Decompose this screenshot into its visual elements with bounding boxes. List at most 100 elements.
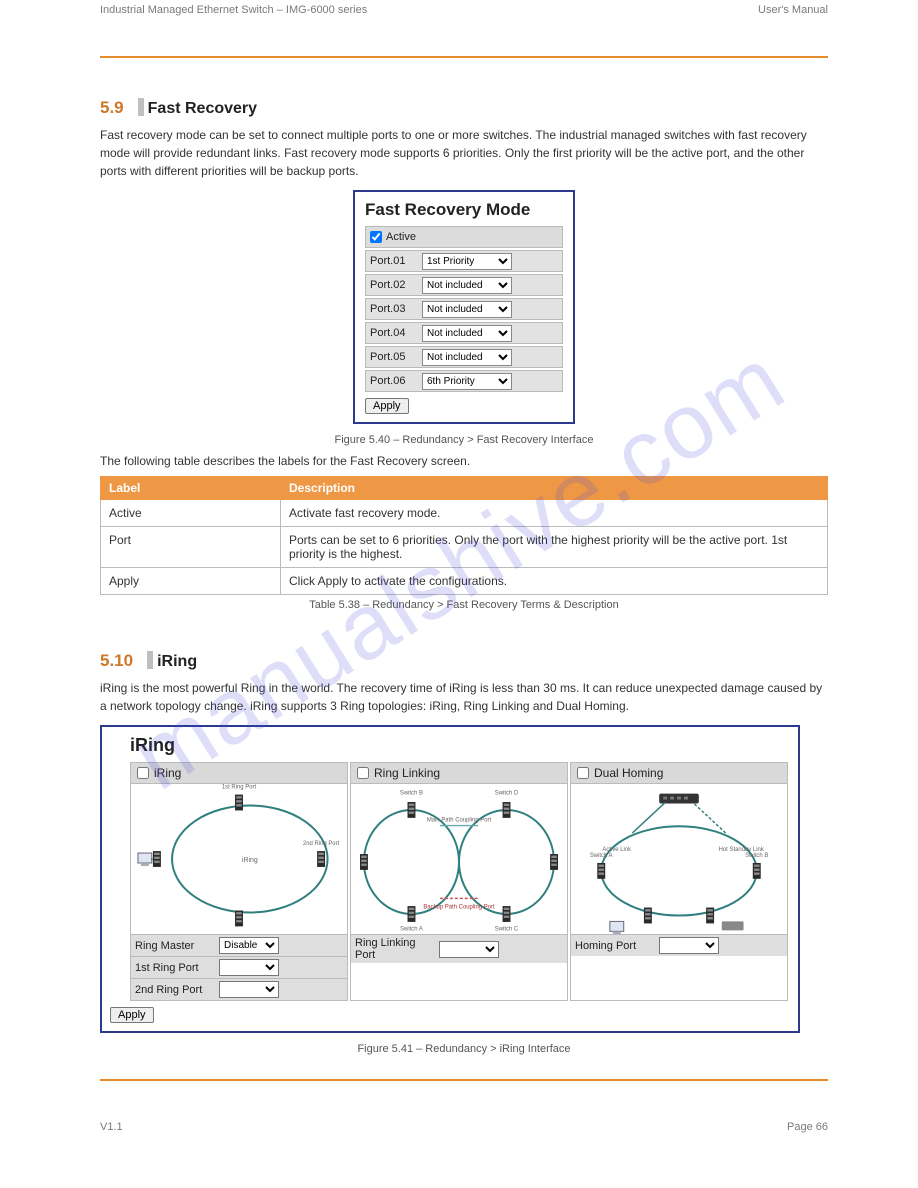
control-row: 2nd Ring Port (131, 978, 347, 1000)
section-number: 5.9 (100, 98, 124, 118)
cell-label: Active (101, 500, 281, 527)
port-priority-select[interactable]: 1st Priority (422, 253, 512, 270)
cell-label: Apply (101, 568, 281, 595)
port-priority-select[interactable]: Not included (422, 325, 512, 342)
header-left: Industrial Managed Ethernet Switch – IMG… (100, 4, 367, 16)
table-caption: Table 5.38 – Redundancy > Fast Recovery … (100, 599, 828, 611)
control-label: Homing Port (575, 940, 655, 952)
active-checkbox[interactable] (370, 231, 382, 243)
svg-text:Switch A: Switch A (590, 853, 613, 859)
control-label: 2nd Ring Port (135, 984, 215, 996)
port-row: Port.02 Not included (365, 274, 563, 296)
port-label: Port.06 (370, 375, 422, 387)
svg-text:Main Path Coupling Port: Main Path Coupling Port (427, 818, 492, 824)
figure-caption: Figure 5.40 – Redundancy > Fast Recovery… (100, 434, 828, 446)
topology-diagram: Main Path Coupling Port Backup Path Coupl… (351, 784, 567, 934)
table-row: ActiveActivate fast recovery mode. (101, 500, 828, 527)
control-label: Ring Linking Port (355, 937, 435, 961)
footer-right: Page 66 (787, 1121, 828, 1133)
header-rule (100, 56, 828, 58)
svg-text:Active Link: Active Link (602, 847, 631, 853)
column-checkbox[interactable] (357, 767, 369, 779)
control-select[interactable] (219, 959, 279, 976)
table-row: PortPorts can be set to 6 priorities. On… (101, 527, 828, 568)
svg-text:Backup Path Coupling Port: Backup Path Coupling Port (423, 904, 495, 910)
topology-diagram: Active Link Hot Standby Link Switch A Switc… (571, 784, 787, 934)
iring-column: Ring Linking Main Path Coupling Port Back… (350, 762, 568, 1001)
page-header: Industrial Managed Ethernet Switch – IMG… (100, 4, 828, 16)
section-intro-2: iRing is the most powerful Ring in the w… (100, 679, 828, 715)
control-row: Homing Port (571, 934, 787, 956)
cell-desc: Click Apply to activate the configuratio… (281, 568, 828, 595)
control-row: Ring Master Disable (131, 934, 347, 956)
footer-left: V1.1 (100, 1121, 123, 1133)
port-row: Port.06 6th Priority (365, 370, 563, 392)
section-intro: Fast recovery mode can be set to connect… (100, 126, 828, 180)
control-select[interactable]: Disable (219, 937, 279, 954)
cell-desc: Activate fast recovery mode. (281, 500, 828, 527)
active-row: Active (365, 226, 563, 248)
control-select[interactable] (439, 941, 499, 958)
svg-text:Hot Standby Link: Hot Standby Link (719, 847, 764, 853)
section-bar-icon (147, 651, 153, 669)
column-title: Dual Homing (594, 766, 663, 780)
port-priority-select[interactable]: Not included (422, 349, 512, 366)
svg-text:Switch B: Switch B (745, 853, 768, 859)
port-row: Port.03 Not included (365, 298, 563, 320)
iring-columns: iRing 1st Ring Port 2nd Ring Port iRing Ri… (130, 762, 790, 1001)
column-head: Dual Homing (571, 763, 787, 784)
port-row: Port.01 1st Priority (365, 250, 563, 272)
section-bar-icon (138, 98, 144, 116)
control-label: Ring Master (135, 940, 215, 952)
section-title-2: iRing (157, 653, 197, 670)
cell-desc: Ports can be set to 6 priorities. Only t… (281, 527, 828, 568)
port-label: Port.04 (370, 327, 422, 339)
column-title: iRing (154, 766, 181, 780)
control-row: Ring Linking Port (351, 934, 567, 963)
svg-text:iRing: iRing (242, 857, 258, 864)
column-checkbox[interactable] (577, 767, 589, 779)
section-heading-2: 5.10 iRing (100, 651, 828, 671)
section-heading: 5.9 Fast Recovery (100, 98, 828, 118)
column-head: iRing (131, 763, 347, 784)
fast-recovery-panel: Fast Recovery Mode Active Port.01 1st Pr… (353, 190, 575, 424)
control-row: 1st Ring Port (131, 956, 347, 978)
port-label: Port.03 (370, 303, 422, 315)
topology-diagram: 1st Ring Port 2nd Ring Port iRing (131, 784, 347, 934)
section-title: Fast Recovery (148, 100, 257, 117)
iring-apply-button[interactable]: Apply (110, 1007, 154, 1023)
svg-text:Switch A: Switch A (400, 926, 423, 932)
table-row: ApplyClick Apply to activate the configu… (101, 568, 828, 595)
svg-text:Switch B: Switch B (400, 791, 423, 797)
svg-text:Switch D: Switch D (495, 791, 518, 797)
cell-label: Port (101, 527, 281, 568)
control-label: 1st Ring Port (135, 962, 215, 974)
port-label: Port.01 (370, 255, 422, 267)
svg-text:1st Ring Port: 1st Ring Port (222, 785, 257, 791)
footer-rule (100, 1079, 828, 1081)
iring-panel: iRing iRing 1st Ring Port2nd Ring PortiR… (100, 725, 800, 1033)
port-row: Port.04 Not included (365, 322, 563, 344)
port-priority-select[interactable]: 6th Priority (422, 373, 512, 390)
apply-button[interactable]: Apply (365, 398, 409, 414)
iring-column: Dual Homing Active LinkHot Standby LinkS… (570, 762, 788, 1001)
control-select[interactable] (659, 937, 719, 954)
iring-caption: Figure 5.41 – Redundancy > iRing Interfa… (100, 1043, 828, 1055)
svg-text:Switch C: Switch C (495, 926, 519, 932)
description-table: Label Description ActiveActivate fast re… (100, 476, 828, 595)
panel-title: Fast Recovery Mode (365, 200, 563, 220)
column-checkbox[interactable] (137, 767, 149, 779)
port-priority-select[interactable]: Not included (422, 277, 512, 294)
table-head-desc: Description (281, 477, 828, 500)
active-label: Active (386, 231, 416, 243)
table-intro: The following table describes the labels… (100, 452, 828, 470)
page: manualshive.com Industrial Managed Ether… (0, 4, 918, 1133)
port-priority-select[interactable]: Not included (422, 301, 512, 318)
control-select[interactable] (219, 981, 279, 998)
column-title: Ring Linking (374, 766, 440, 780)
table-head-label: Label (101, 477, 281, 500)
header-right: User's Manual (758, 4, 828, 16)
iring-title: iRing (130, 735, 790, 756)
svg-text:2nd Ring Port: 2nd Ring Port (303, 841, 340, 847)
section-number-2: 5.10 (100, 651, 133, 671)
